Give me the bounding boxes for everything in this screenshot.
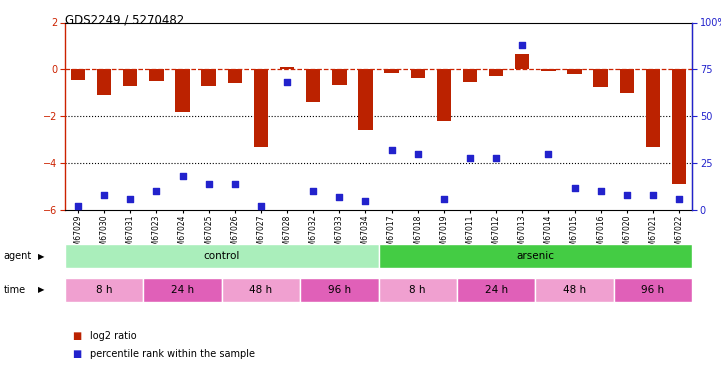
Point bbox=[281, 80, 293, 86]
Text: ■: ■ bbox=[72, 350, 81, 359]
Point bbox=[307, 188, 319, 194]
Bar bbox=[175, 69, 190, 112]
Bar bbox=[384, 69, 399, 73]
Bar bbox=[97, 69, 111, 95]
Bar bbox=[437, 69, 451, 121]
Bar bbox=[358, 69, 373, 130]
Bar bbox=[379, 278, 457, 302]
Point bbox=[177, 173, 188, 179]
Point bbox=[151, 188, 162, 194]
Bar bbox=[65, 244, 379, 268]
Bar bbox=[567, 69, 582, 74]
Point bbox=[464, 154, 476, 160]
Bar bbox=[123, 69, 138, 86]
Bar bbox=[489, 69, 503, 76]
Text: 96 h: 96 h bbox=[328, 285, 351, 295]
Point bbox=[412, 151, 423, 157]
Point bbox=[621, 192, 632, 198]
Text: time: time bbox=[4, 285, 26, 295]
Point bbox=[673, 196, 685, 202]
Bar bbox=[619, 69, 634, 93]
Text: 24 h: 24 h bbox=[171, 285, 194, 295]
Text: log2 ratio: log2 ratio bbox=[90, 331, 137, 340]
Bar bbox=[306, 69, 320, 102]
Text: arsenic: arsenic bbox=[516, 251, 554, 261]
Bar bbox=[593, 69, 608, 87]
Point bbox=[229, 181, 241, 187]
Bar bbox=[332, 69, 347, 85]
Bar bbox=[143, 278, 222, 302]
Text: ▶: ▶ bbox=[37, 252, 44, 261]
Point bbox=[203, 181, 214, 187]
Bar bbox=[65, 278, 143, 302]
Bar bbox=[672, 69, 686, 184]
Point bbox=[360, 198, 371, 204]
Bar bbox=[228, 69, 242, 84]
Point bbox=[386, 147, 397, 153]
Bar bbox=[300, 278, 379, 302]
Point bbox=[255, 203, 267, 209]
Bar bbox=[201, 69, 216, 86]
Text: 48 h: 48 h bbox=[563, 285, 586, 295]
Bar bbox=[222, 278, 300, 302]
Point bbox=[125, 196, 136, 202]
Bar bbox=[379, 244, 692, 268]
Point bbox=[595, 188, 606, 194]
Bar bbox=[614, 278, 692, 302]
Text: percentile rank within the sample: percentile rank within the sample bbox=[90, 350, 255, 359]
Point bbox=[72, 203, 84, 209]
Text: 8 h: 8 h bbox=[96, 285, 112, 295]
Text: 24 h: 24 h bbox=[485, 285, 508, 295]
Point bbox=[98, 192, 110, 198]
Point bbox=[490, 154, 502, 160]
Point bbox=[647, 192, 659, 198]
Text: 96 h: 96 h bbox=[642, 285, 665, 295]
Text: control: control bbox=[203, 251, 240, 261]
Text: GDS2249 / 5270482: GDS2249 / 5270482 bbox=[65, 13, 184, 26]
Point bbox=[334, 194, 345, 200]
Point bbox=[438, 196, 450, 202]
Point bbox=[569, 184, 580, 190]
Text: ■: ■ bbox=[72, 331, 81, 340]
Point bbox=[516, 42, 528, 48]
Bar bbox=[646, 69, 660, 147]
Bar bbox=[254, 69, 268, 147]
Point bbox=[543, 151, 554, 157]
Text: ▶: ▶ bbox=[37, 285, 44, 294]
Bar bbox=[280, 67, 294, 69]
Bar bbox=[410, 69, 425, 78]
Text: 48 h: 48 h bbox=[249, 285, 273, 295]
Bar bbox=[463, 69, 477, 82]
Text: 8 h: 8 h bbox=[410, 285, 426, 295]
Bar bbox=[515, 54, 529, 69]
Text: agent: agent bbox=[4, 251, 32, 261]
Bar bbox=[457, 278, 535, 302]
Bar bbox=[541, 69, 556, 71]
Bar bbox=[149, 69, 164, 81]
Bar bbox=[71, 69, 85, 80]
Bar bbox=[535, 278, 614, 302]
